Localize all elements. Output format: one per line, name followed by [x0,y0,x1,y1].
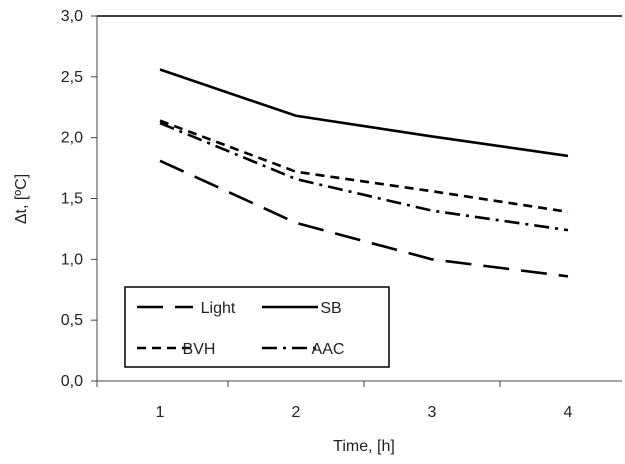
series-line-bvh [159,119,569,214]
y-tick-label: 0,0 [61,373,83,390]
legend-label-bvh: BVH [183,341,216,358]
legend-box [124,286,390,368]
series-line-light [159,159,569,278]
x-tick-label: 3 [428,404,437,421]
x-tick-label: 2 [292,404,301,421]
series-line-aac [159,121,569,232]
x-tick-label: 4 [564,404,573,421]
ticks: 0,0 0,5 1,0 1,5 2,0 2,5 3,0 1 2 3 4 [61,8,573,421]
series-line-sb [159,68,569,158]
legend-label-aac: AAC [312,341,345,358]
y-tick-label: 2,0 [61,130,83,147]
y-tick-label: 1,0 [61,251,83,268]
x-tick-label: 1 [156,404,165,421]
y-tick-label: 0,5 [61,312,83,329]
legend-label-sb: SB [320,300,341,317]
y-tick-label: 2,5 [61,69,83,86]
y-axis-label: Δt, [ºC] [13,174,30,224]
y-tick-label: 1,5 [61,191,83,208]
x-axis-label: Time, [h] [333,438,395,455]
series-lines [159,68,569,278]
y-tick-label: 3,0 [61,8,83,25]
legend-label-light: Light [201,300,236,317]
legend: Light SB BVH AAC [124,286,390,368]
